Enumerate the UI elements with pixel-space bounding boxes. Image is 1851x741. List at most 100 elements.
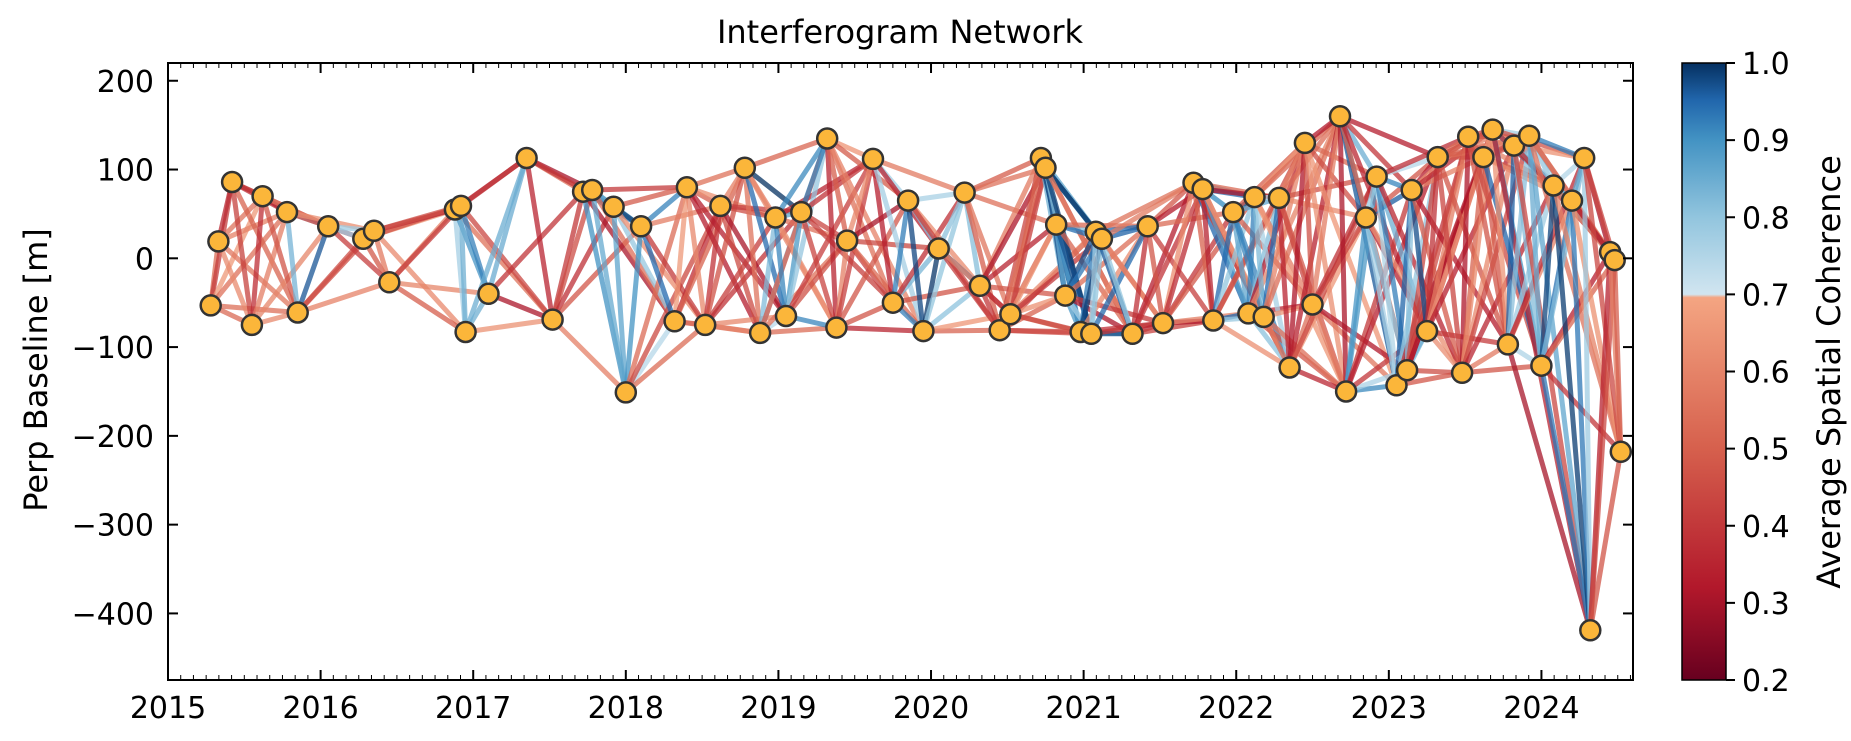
interferogram-edge xyxy=(611,204,678,324)
acquisition-node xyxy=(316,215,340,238)
interferogram-edge xyxy=(1252,194,1349,394)
colorbar-ticks: 1.0 0.9 0.8 0.7 0.6 0.5 0.4 0.3 0.2 xyxy=(1726,47,1790,699)
colorbar-tick-label: 0.2 xyxy=(1742,664,1790,699)
interferogram-edge xyxy=(702,165,748,328)
acquisition-node xyxy=(1426,145,1449,169)
x-tick-label: 2016 xyxy=(282,691,358,726)
colorbar-label: Average Spatial Coherence xyxy=(1810,155,1848,589)
interferogram-edge xyxy=(1261,314,1349,394)
interferogram-edge xyxy=(757,325,839,336)
x-tick-label: 2023 xyxy=(1351,691,1427,726)
y-tick-label: 0 xyxy=(135,242,154,277)
interferogram-edge xyxy=(772,136,830,220)
acquisition-node xyxy=(1221,200,1245,224)
interferogram-edge xyxy=(772,215,839,331)
interferogram-edge xyxy=(1007,222,1059,317)
interferogram-edge xyxy=(1062,293,1166,326)
interferogram-edge xyxy=(1538,363,1593,633)
interferogram-edge xyxy=(870,156,968,196)
acquisition-node xyxy=(1278,356,1301,379)
acquisition-node xyxy=(286,301,309,324)
interferogram-edge xyxy=(1337,113,1441,160)
x-tick-label: 2020 xyxy=(893,691,969,726)
interferogram-edge xyxy=(611,204,629,395)
interferogram-edge xyxy=(1505,341,1593,633)
acquisition-node xyxy=(709,194,732,218)
acquisition-node xyxy=(1603,248,1626,272)
interferogram-edge xyxy=(1569,198,1624,455)
acquisition-node xyxy=(275,200,299,224)
interferogram-edge xyxy=(1099,236,1166,326)
acquisition-node xyxy=(1496,333,1520,356)
interferogram-edge xyxy=(1210,194,1257,323)
x-tick-label: 2022 xyxy=(1198,691,1274,726)
colorbar-tick-label: 0.8 xyxy=(1742,201,1790,236)
acquisition-node xyxy=(220,170,244,194)
acquisition-node xyxy=(927,237,950,260)
interferogram-edge xyxy=(1587,257,1618,633)
interferogram-edge xyxy=(672,165,748,324)
acquisition-node xyxy=(1456,125,1480,148)
acquisition-node xyxy=(1328,105,1352,128)
acquisition-node xyxy=(815,127,839,150)
acquisition-node xyxy=(1267,186,1291,210)
acquisition-node xyxy=(1395,358,1419,382)
acquisition-node xyxy=(515,146,538,170)
x-axis-ticks: 2015 2016 2017 2018 2019 2020 2021 2022 2023 2024 xyxy=(130,63,1631,726)
acquisition-node xyxy=(1481,118,1504,141)
interferogram-edge xyxy=(249,193,266,328)
interferogram-edge xyxy=(325,223,392,285)
interferogram-edge xyxy=(623,322,708,395)
y-tick-label: 200 xyxy=(97,65,154,100)
interferogram-edge xyxy=(1337,113,1349,394)
interferogram-edge xyxy=(295,279,392,315)
interferogram-edge xyxy=(1424,154,1441,334)
interferogram-edge xyxy=(798,136,830,215)
acquisition-node xyxy=(378,271,401,294)
interferogram-edge xyxy=(486,291,556,323)
interferogram-edge xyxy=(550,204,617,323)
interferogram-edge xyxy=(1210,209,1236,323)
interferogram-edge xyxy=(1252,194,1267,320)
acquisition-node xyxy=(1090,227,1114,251)
acquisition-node xyxy=(1415,319,1439,343)
interferogram-edge xyxy=(1551,183,1593,633)
interferogram-edge xyxy=(589,184,690,193)
acquisition-node xyxy=(861,147,885,171)
interferogram-edge xyxy=(1130,223,1151,337)
interferogram-edge xyxy=(920,190,968,334)
interferogram-edge xyxy=(890,198,911,306)
acquisition-node xyxy=(1560,189,1584,212)
acquisition-node xyxy=(1472,145,1495,169)
acquisition-node xyxy=(1517,124,1541,148)
interferogram-edge xyxy=(589,187,629,395)
interferogram-edge xyxy=(824,136,850,244)
acquisition-node xyxy=(541,308,564,331)
acquisition-nodes xyxy=(199,105,1633,642)
interferogram-edge xyxy=(295,223,331,315)
acquisition-node xyxy=(1542,174,1565,197)
interferogram-edge xyxy=(386,279,469,335)
acquisition-node xyxy=(999,302,1022,326)
interferogram-edge xyxy=(1130,186,1206,337)
interferogram-edge xyxy=(772,215,850,244)
acquisition-node xyxy=(454,320,477,344)
interferogram-edge xyxy=(1276,195,1293,370)
interferogram-edge xyxy=(284,209,301,315)
interferogram-edge xyxy=(1490,127,1511,347)
acquisition-node xyxy=(912,319,935,343)
interferogram-edge xyxy=(684,184,708,328)
colorbar-tick-label: 0.4 xyxy=(1742,510,1790,545)
y-axis-ticks: 200 100 0 −100 −200 −300 −400 xyxy=(72,65,1633,632)
interferogram-edge xyxy=(1302,140,1315,307)
y-tick-label: −300 xyxy=(72,509,154,544)
acquisition-node xyxy=(240,313,264,337)
interferogram-edge xyxy=(638,223,708,328)
interferogram-edge xyxy=(623,184,690,395)
interferogram-edge xyxy=(1088,236,1105,337)
colorbar-tick-label: 0.7 xyxy=(1742,278,1790,313)
interferogram-edge xyxy=(1099,180,1196,242)
acquisition-node xyxy=(825,316,848,339)
interferogram-edge xyxy=(1310,302,1349,394)
interferogram-edge xyxy=(1404,187,1415,373)
